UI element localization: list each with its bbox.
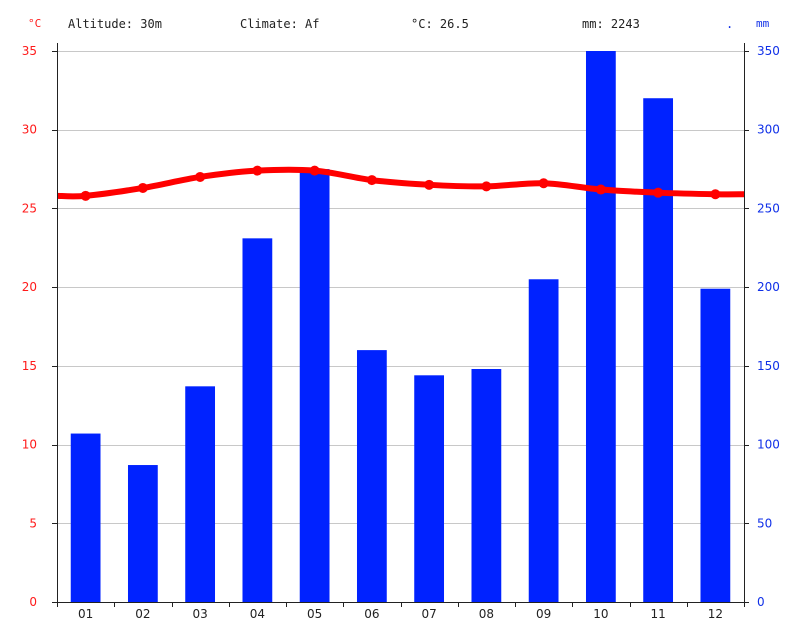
x-tick-label: 06 bbox=[364, 607, 379, 621]
right-tick-label: 250 bbox=[757, 201, 780, 215]
precip-bar-09 bbox=[528, 279, 559, 602]
temp-point-02 bbox=[137, 182, 148, 193]
x-tick-label: 05 bbox=[307, 607, 322, 621]
right-tick-label: 350 bbox=[757, 44, 780, 58]
precip-bar-12 bbox=[700, 288, 731, 602]
precip-bar-06 bbox=[356, 350, 387, 602]
x-tick-label: 10 bbox=[593, 607, 608, 621]
left-tick-label: 20 bbox=[22, 280, 37, 294]
precip-bar-02 bbox=[127, 465, 158, 602]
x-tick-label: 12 bbox=[708, 607, 723, 621]
left-tick-label: 30 bbox=[22, 123, 37, 137]
altitude-label: Altitude: 30m bbox=[68, 17, 162, 31]
x-tick-label: 01 bbox=[78, 607, 93, 621]
right-tick-label: 100 bbox=[757, 438, 780, 452]
precip-bar-07 bbox=[414, 375, 445, 602]
left-tick-label: 15 bbox=[22, 359, 37, 373]
right-tick-label: 200 bbox=[757, 280, 780, 294]
x-tick-label: 07 bbox=[421, 607, 436, 621]
left-tick-label: 0 bbox=[29, 595, 37, 609]
temp-point-04 bbox=[252, 165, 263, 176]
right-axis-unit: mm bbox=[756, 17, 770, 30]
x-tick-label: 11 bbox=[650, 607, 665, 621]
left-tick-label: 5 bbox=[29, 516, 37, 530]
climate-label: Climate: Af bbox=[240, 17, 320, 31]
temp-point-05 bbox=[309, 165, 320, 176]
precip-bar-01 bbox=[70, 433, 101, 602]
precip-bar-04 bbox=[242, 238, 273, 602]
temp-point-08 bbox=[481, 181, 492, 192]
x-tick-label: 02 bbox=[135, 607, 150, 621]
x-tick-label: 09 bbox=[536, 607, 551, 621]
right-tick-label: 300 bbox=[757, 123, 780, 137]
precip-bar-05 bbox=[299, 169, 330, 603]
temp-point-06 bbox=[366, 175, 377, 186]
temperature-line-path bbox=[56, 166, 745, 200]
gridlines bbox=[57, 51, 744, 524]
precip-bar-03 bbox=[185, 386, 216, 602]
precip-bar-10 bbox=[585, 51, 616, 602]
precip-bar-08 bbox=[471, 369, 502, 602]
header-dot: . bbox=[726, 17, 734, 31]
total-precipitation-label: mm: 2243 bbox=[582, 17, 640, 31]
left-tick-label: 10 bbox=[22, 438, 37, 452]
precipitation-bars bbox=[70, 51, 731, 603]
precip-bar-11 bbox=[643, 98, 674, 602]
x-tick-label: 03 bbox=[192, 607, 207, 621]
left-tick-label: 35 bbox=[22, 44, 37, 58]
x-tick-label: 08 bbox=[479, 607, 494, 621]
temp-point-09 bbox=[538, 178, 549, 189]
temp-point-12 bbox=[710, 189, 721, 200]
temp-point-03 bbox=[195, 171, 206, 182]
x-tick-label: 04 bbox=[250, 607, 265, 621]
temp-point-10 bbox=[595, 184, 606, 195]
temp-point-01 bbox=[80, 190, 91, 201]
avg-temperature-label: °C: 26.5 bbox=[411, 17, 469, 31]
left-axis-unit: °C bbox=[28, 17, 42, 30]
right-tick-label: 0 bbox=[757, 595, 765, 609]
right-tick-label: 150 bbox=[757, 359, 780, 373]
temp-point-11 bbox=[653, 187, 664, 198]
temperature-line bbox=[56, 165, 745, 201]
temp-point-07 bbox=[424, 179, 435, 190]
right-tick-label: 50 bbox=[757, 516, 772, 530]
left-tick-label: 25 bbox=[22, 201, 37, 215]
